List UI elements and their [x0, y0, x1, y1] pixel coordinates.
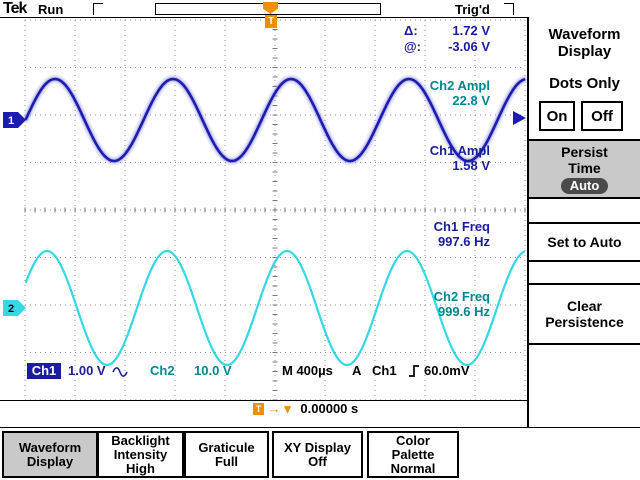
measurement-value: 22.8 V	[452, 93, 490, 108]
trigger-mode-readout: A	[352, 363, 362, 378]
dots-on-button[interactable]: On	[539, 101, 575, 131]
dots-off-button[interactable]: Off	[581, 101, 623, 131]
bottom-menu-color-palette[interactable]: Color Palette Normal	[367, 431, 459, 478]
waveform-traces	[21, 74, 527, 366]
record-view-left-bracket	[93, 3, 103, 15]
ac-coupling-icon	[112, 367, 128, 377]
trigger-source-readout: Ch1	[372, 363, 397, 378]
cursor-delta-readout: Δ: 1.72 V	[404, 23, 490, 38]
measurement-ch2-ampl: Ch2 Ampl 22.8 V	[388, 78, 490, 108]
set-to-auto-button[interactable]: Set to Auto	[529, 222, 640, 262]
trigger-delay-marker-icon: ▾	[284, 401, 291, 416]
measurement-label: Ch1 Freq	[433, 219, 490, 234]
ch2-trace	[24, 250, 526, 366]
ch2-scale-label: Ch2	[150, 363, 175, 378]
trigger-position-marker-icon	[263, 2, 278, 14]
dots-only-label: Dots Only	[549, 75, 620, 92]
trigger-time-t-icon: T	[253, 403, 264, 415]
cursor-delta-label: Δ:	[404, 23, 418, 38]
rising-edge-icon	[409, 365, 419, 377]
measurement-ch1-freq: Ch1 Freq 997.6 Hz	[388, 219, 490, 249]
measurement-label: Ch2 Freq	[433, 289, 490, 304]
cursor-ref-value: -3.06 V	[448, 39, 490, 54]
record-view-right-bracket	[504, 3, 514, 15]
bottom-menu-bar: Waveform Display Backlight Intensity Hig…	[0, 427, 640, 480]
ch2-position-marker-icon	[3, 300, 26, 316]
persist-time-button[interactable]: Persist Time Auto	[529, 139, 640, 199]
trigger-time-value: 0.00000 s	[300, 401, 359, 416]
scale-readout-row: Ch1 1.00 V Ch2 10.0 V M 400µs A Ch1 60.0…	[0, 363, 527, 380]
trigger-t-icon: T	[265, 15, 277, 28]
ch1-scale-value: 1.00 V	[68, 363, 106, 378]
ch1-right-arrow-icon	[513, 111, 526, 125]
measurement-value: 997.6 Hz	[437, 234, 490, 249]
bottom-menu-backlight-intensity[interactable]: Backlight Intensity High	[97, 431, 184, 478]
top-status-bar: Tek Run Trig'd	[0, 0, 640, 18]
cursor-delta-value: 1.72 V	[452, 23, 490, 38]
right-side-menu: Waveform Display Dots Only On Off Persis…	[527, 17, 640, 427]
ch2-marker-label: 2	[8, 303, 14, 315]
menu-title: Waveform Display	[548, 26, 621, 60]
measurement-value: 999.6 Hz	[437, 304, 490, 319]
clear-persistence-button[interactable]: Clear Persistence	[529, 283, 640, 345]
ch1-scale-badge: Ch1	[27, 363, 61, 379]
persist-time-label: Persist Time	[561, 144, 608, 176]
ch1-trace	[24, 77, 526, 163]
measurement-ch2-freq: Ch2 Freq 999.6 Hz	[388, 289, 490, 319]
acquisition-status: Run	[38, 2, 64, 17]
scope-display: 1 2	[0, 19, 527, 401]
measurement-value: 1.58 V	[452, 158, 490, 173]
channel-markers: 1 2	[3, 111, 526, 316]
cursor-ref-label: @:	[404, 39, 422, 54]
trigger-status: Trig'd	[455, 2, 490, 17]
graticule	[0, 19, 527, 401]
bottom-menu-waveform-display[interactable]: Waveform Display	[2, 431, 98, 478]
persist-time-value-badge: Auto	[560, 178, 609, 194]
bottom-menu-xy-display[interactable]: XY Display Off	[272, 431, 363, 478]
ch1-marker-label: 1	[8, 115, 14, 127]
ch1-position-marker-icon	[3, 112, 26, 128]
trigger-level-readout: 60.0mV	[424, 363, 470, 378]
measurement-label: Ch2 Ampl	[429, 78, 490, 93]
measurement-label: Ch1 Ampl	[429, 143, 490, 158]
cursor-ref-readout: @: -3.06 V	[404, 39, 490, 54]
brand-logo: Tek	[3, 0, 27, 17]
trigger-time-arrow-icon: →	[267, 401, 281, 416]
trigger-time-readout: T → ▾ 0.00000 s	[253, 401, 358, 416]
measurement-ch1-ampl: Ch1 Ampl 1.58 V	[388, 143, 490, 173]
timebase-readout: M 400µs	[282, 363, 333, 378]
ch2-scale-value: 10.0 V	[194, 363, 232, 378]
bottom-menu-graticule[interactable]: Graticule Full	[184, 431, 269, 478]
